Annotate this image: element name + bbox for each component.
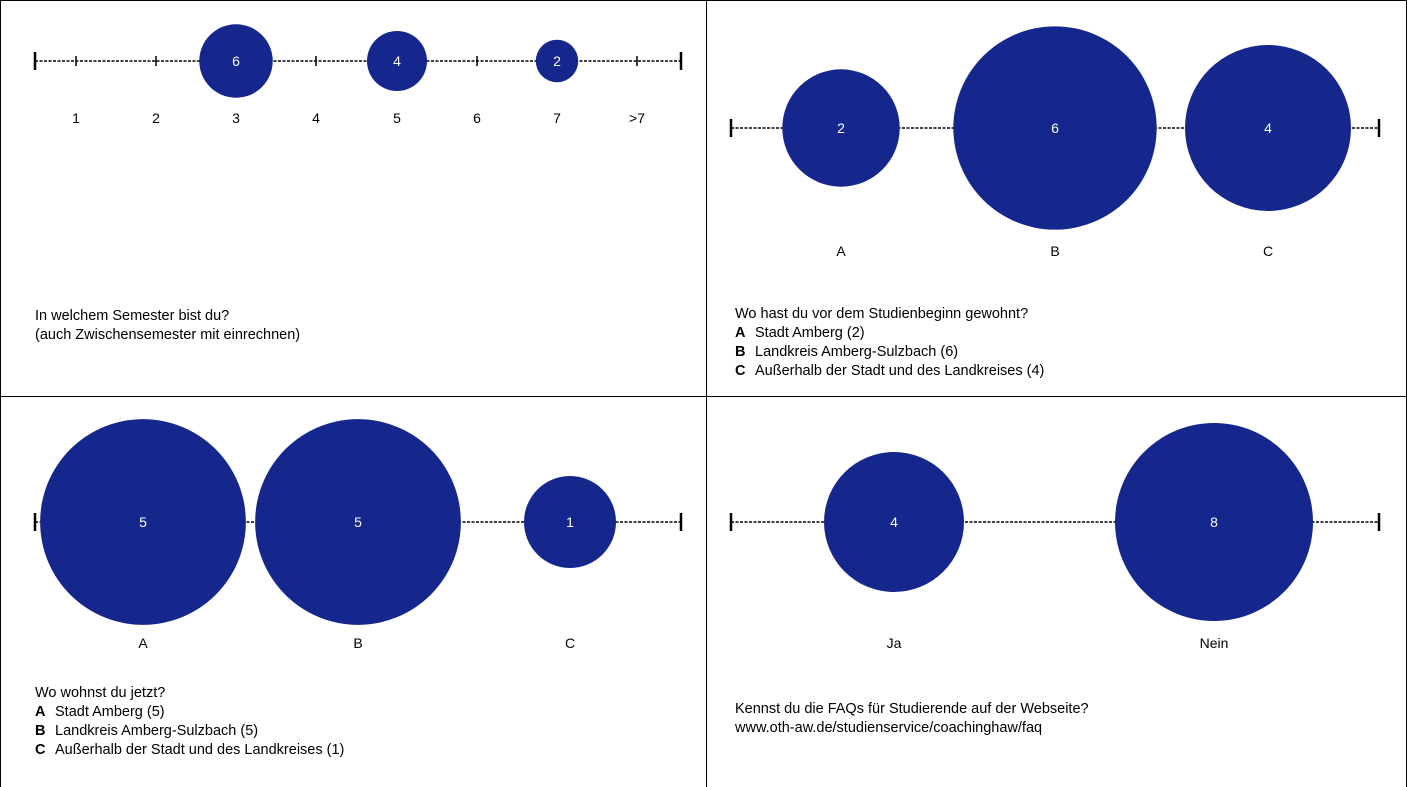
chart-panel-semester: 1 2 6 3 4 4 5 6 2 7 >7 In welchem Semester bist du…: [0, 0, 707, 397]
legend-key: A: [735, 325, 746, 341]
data-label: 6: [1051, 120, 1059, 136]
question-line: Wo hast du vor dem Studienbeginn gewohnt…: [735, 306, 1029, 322]
category-label: 5: [393, 110, 401, 126]
legend-text: Außerhalb der Stadt und des Landkreises …: [55, 742, 345, 758]
legend-text: Landkreis Amberg-Sulzbach (5): [55, 723, 259, 739]
data-bubble: [1185, 45, 1351, 211]
data-label: 2: [837, 120, 845, 136]
chart-svg: 5 A 5 B 1 C: [33, 419, 683, 651]
data-bubble: [255, 419, 461, 625]
data-bubble: [1115, 423, 1313, 621]
legend-text: Landkreis Amberg-Sulzbach (6): [755, 344, 959, 360]
legend-key: B: [35, 723, 46, 739]
question-line: Kennst du die FAQs für Studierende auf d…: [735, 701, 1089, 717]
legend-text: Außerhalb der Stadt und des Landkreises …: [755, 363, 1045, 379]
chart-svg: 1 2 6 3 4 4 5 6 2 7 >7: [33, 24, 683, 126]
legend-key: B: [735, 344, 746, 360]
data-label: 6: [232, 53, 240, 69]
data-label: 2: [553, 53, 561, 69]
legend-entry-b: B Landkreis Amberg-Sulzbach (6): [735, 343, 1044, 362]
category-label: C: [1263, 243, 1273, 259]
category-label: 2: [152, 110, 160, 126]
category-label: C: [565, 635, 575, 651]
question-text: Wo hast du vor dem Studienbeginn gewohnt…: [735, 305, 1044, 381]
category-label: A: [138, 635, 148, 651]
data-label: 4: [393, 53, 401, 69]
chart-panel-wohnort-jetzt: 5 A 5 B 1 C Wo wohnst du jetzt? A Stadt Amberg…: [0, 396, 707, 787]
data-bubble: [40, 419, 246, 625]
category-label: B: [1050, 243, 1059, 259]
category-label: 4: [312, 110, 320, 126]
data-label: 4: [890, 514, 898, 530]
legend-text: Stadt Amberg (2): [755, 325, 865, 341]
question-line: Wo wohnst du jetzt?: [35, 685, 166, 701]
legend-text: Stadt Amberg (5): [55, 704, 165, 720]
chart-panel-wohnort-vorher: 2 A 6 B 4 C Wo hast du vor dem Studienbeginn …: [706, 0, 1407, 397]
category-label: Ja: [887, 635, 902, 651]
chart-panel-faq: 4 Ja 8 Nein Kennst du die FAQs für Studiere…: [706, 396, 1407, 787]
question-text: In welchem Semester bist du? (auch Zwisc…: [35, 307, 300, 345]
legend-entry-a: A Stadt Amberg (5): [35, 703, 344, 722]
data-label: 8: [1210, 514, 1218, 530]
legend-entry-b: B Landkreis Amberg-Sulzbach (5): [35, 722, 344, 741]
category-label: 3: [232, 110, 240, 126]
category-label: 1: [72, 110, 80, 126]
data-label: 5: [139, 514, 147, 530]
legend-entry-c: C Außerhalb der Stadt und des Landkreises…: [35, 741, 344, 760]
legend-entry-a: A Stadt Amberg (2): [735, 324, 1044, 343]
data-bubble: [367, 31, 427, 91]
category-label: B: [353, 635, 362, 651]
category-label: A: [836, 243, 846, 259]
data-bubble: [953, 26, 1157, 230]
category-label: Nein: [1200, 635, 1229, 651]
question-line: In welchem Semester bist du?: [35, 308, 230, 324]
data-bubble: [824, 452, 964, 592]
category-label: 7: [553, 110, 561, 126]
question-text: Kennst du die FAQs für Studierende auf d…: [735, 700, 1089, 738]
data-bubble: [524, 476, 616, 568]
legend-key: A: [35, 704, 46, 720]
question-url: www.oth-aw.de/studienservice/coachinghaw…: [735, 720, 1043, 736]
question-line: (auch Zwischensemester mit einrechnen): [35, 327, 301, 343]
legend-entry-c: C Außerhalb der Stadt und des Landkreises…: [735, 362, 1044, 381]
chart-svg: 2 A 6 B 4 C: [729, 26, 1381, 259]
chart-svg: 4 Ja 8 Nein: [729, 423, 1381, 651]
data-bubble: [199, 24, 273, 98]
data-label: 4: [1264, 120, 1272, 136]
data-bubble: [535, 39, 579, 83]
legend-key: C: [35, 742, 46, 758]
legend-key: C: [735, 363, 746, 379]
data-bubble: [782, 69, 900, 187]
category-label: >7: [629, 110, 645, 126]
data-label: 1: [566, 514, 574, 530]
data-label: 5: [354, 514, 362, 530]
category-label: 6: [473, 110, 481, 126]
